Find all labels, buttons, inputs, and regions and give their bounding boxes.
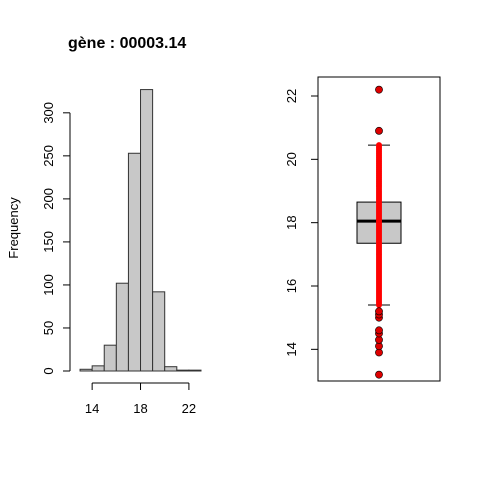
histogram-bar — [91, 365, 105, 372]
histogram-bar — [103, 344, 117, 372]
histogram-bar — [127, 152, 142, 372]
histogram-bar — [188, 369, 202, 372]
histogram-y-tick-label: 300 — [41, 102, 56, 124]
histogram-title: gène : 00003.14 — [68, 35, 186, 52]
histogram-x-axis: 14 18 22 — [85, 382, 196, 416]
histogram-y-tick-label: 50 — [41, 321, 56, 335]
boxplot-points — [375, 85, 383, 379]
histogram-bar — [140, 89, 154, 372]
histogram-y-tick-label: 100 — [41, 274, 56, 296]
histogram-y-tick-label: 150 — [41, 231, 56, 253]
histogram-x-tick-label: 14 — [85, 401, 99, 416]
boxplot-y-tick-label: 20 — [284, 152, 299, 166]
boxplot-outlier — [375, 370, 383, 379]
boxplot-y-tick-label: 16 — [284, 279, 299, 293]
histogram-x-tick-label: 18 — [133, 401, 147, 416]
boxplot-point — [376, 142, 382, 149]
boxplot-outlier — [375, 85, 383, 94]
histogram-bar — [79, 368, 93, 372]
histogram-bar — [164, 366, 178, 372]
boxplot-outlier — [375, 307, 383, 316]
histogram-bars — [79, 89, 202, 372]
histogram-x-tick-label: 22 — [182, 401, 196, 416]
boxplot-outlier — [375, 326, 383, 335]
histogram-y-tick-label: 250 — [41, 145, 56, 167]
histogram-bar — [176, 369, 190, 372]
boxplot-outlier — [375, 126, 383, 135]
boxplot-y-tick-label: 14 — [284, 342, 299, 356]
histogram-bar — [152, 291, 166, 372]
boxplot-y-tick-label: 22 — [284, 89, 299, 103]
histogram-bar — [115, 282, 129, 372]
boxplot-y-axis: 14 16 18 20 22 — [284, 89, 318, 357]
histogram-y-axis-label: Frequency — [6, 197, 21, 259]
histogram-y-tick-label: 0 — [41, 367, 56, 374]
boxplot-frame — [317, 76, 441, 382]
boxplot-y-tick-label: 18 — [284, 215, 299, 229]
histogram-y-tick-label: 200 — [41, 188, 56, 210]
histogram-y-axis: 0 50 100 150 200 250 300 — [41, 102, 71, 375]
